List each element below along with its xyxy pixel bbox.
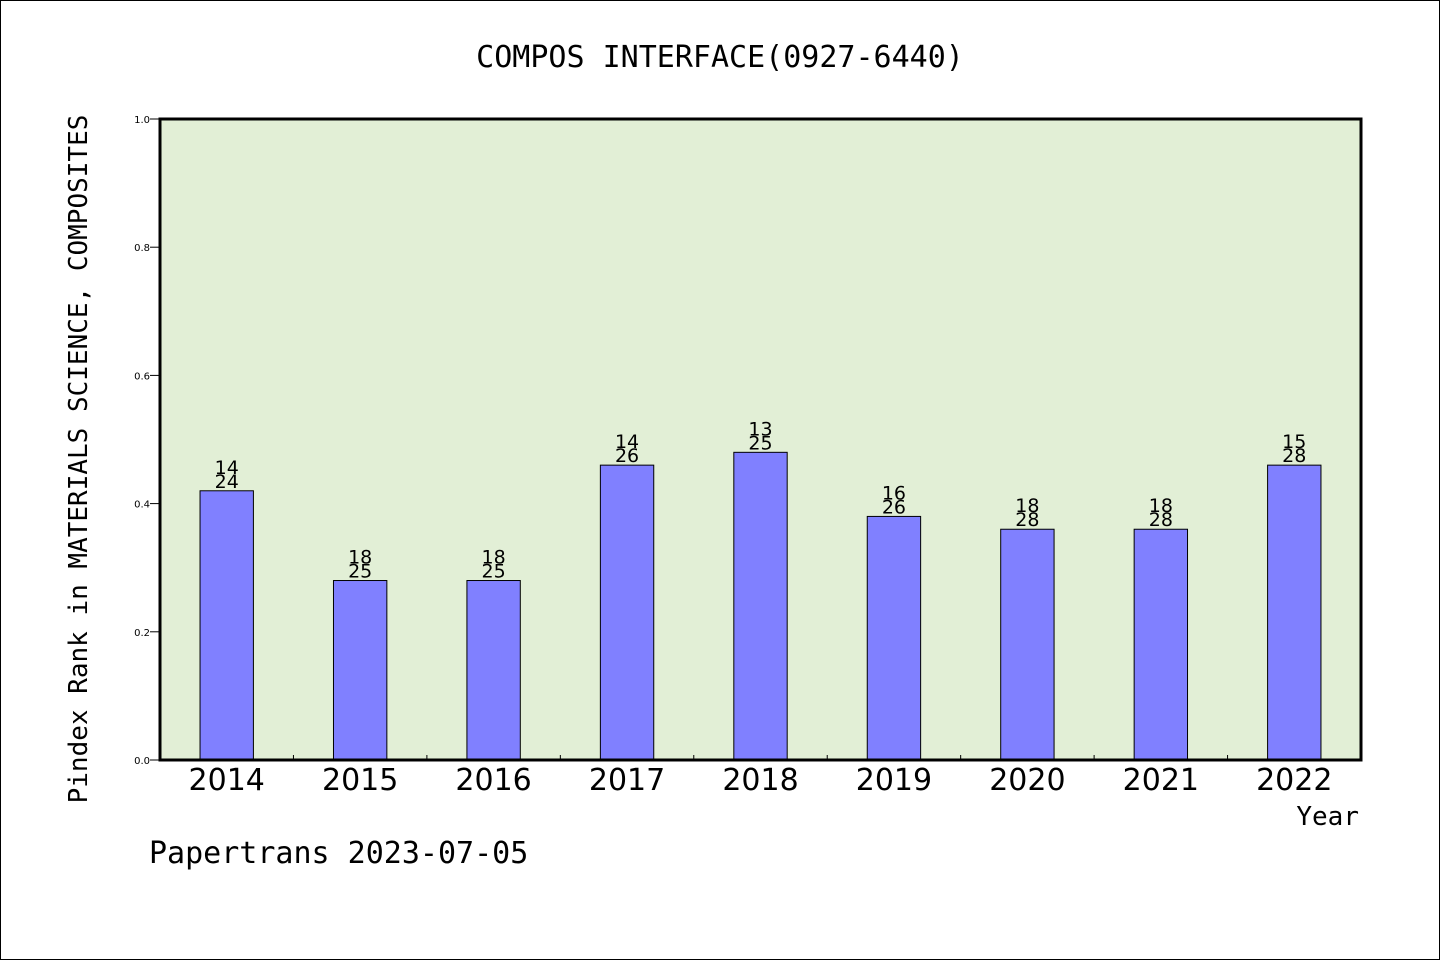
chart-svg: COMPOS INTERFACE(0927-6440) 0.0 0.2 0.4 0.6…: [1, 1, 1439, 959]
bar-total-label: 28: [1149, 509, 1173, 531]
x-tick-label: 2017: [589, 763, 665, 798]
bar-total-label: 24: [215, 471, 239, 493]
x-tick-label: 2018: [722, 763, 798, 798]
x-tick-label: 2021: [1123, 763, 1199, 798]
bar-total-label: 28: [1015, 509, 1039, 531]
chart-frame: COMPOS INTERFACE(0927-6440) 0.0 0.2 0.4 0.6…: [0, 0, 1440, 960]
x-tick-label: 2014: [189, 763, 265, 798]
x-tick-label: 2020: [989, 763, 1065, 798]
x-axis-label: Year: [1296, 802, 1359, 832]
bar-total-label: 26: [882, 496, 906, 518]
y-axis-label: Pindex Rank in MATERIALS SCIENCE, COMPOS…: [64, 115, 94, 804]
bar-2014: [200, 491, 253, 760]
bar-2022: [1268, 465, 1321, 760]
x-tick-label: 2015: [322, 763, 398, 798]
bar-2017: [600, 465, 653, 760]
x-tick-label: 2019: [856, 763, 932, 798]
bar-total-label: 25: [348, 561, 372, 583]
bar-2015: [333, 581, 386, 760]
bar-2019: [867, 516, 920, 760]
y-tick-label: 0.6: [134, 371, 150, 382]
bar-2020: [1001, 529, 1054, 760]
y-tick-label: 0.2: [134, 628, 150, 639]
bar-2016: [467, 581, 520, 760]
x-tick-label: 2016: [455, 763, 531, 798]
x-tick-label: 2022: [1256, 763, 1332, 798]
footer-text: Papertrans 2023-07-05: [149, 836, 528, 871]
bar-2021: [1134, 529, 1187, 760]
bar-total-label: 26: [615, 445, 639, 467]
bar-2018: [734, 452, 787, 760]
chart-title: COMPOS INTERFACE(0927-6440): [476, 40, 964, 75]
y-tick-label: 0.0: [134, 756, 150, 767]
y-axis: 0.0 0.2 0.4 0.6 0.8 1.0: [134, 115, 160, 767]
bar-total-label: 25: [482, 561, 506, 583]
y-tick-label: 1.0: [134, 115, 150, 126]
y-tick-label: 0.4: [134, 500, 150, 511]
bar-total-label: 28: [1282, 445, 1306, 467]
bar-total-label: 25: [748, 432, 772, 454]
y-tick-label: 0.8: [134, 243, 150, 254]
